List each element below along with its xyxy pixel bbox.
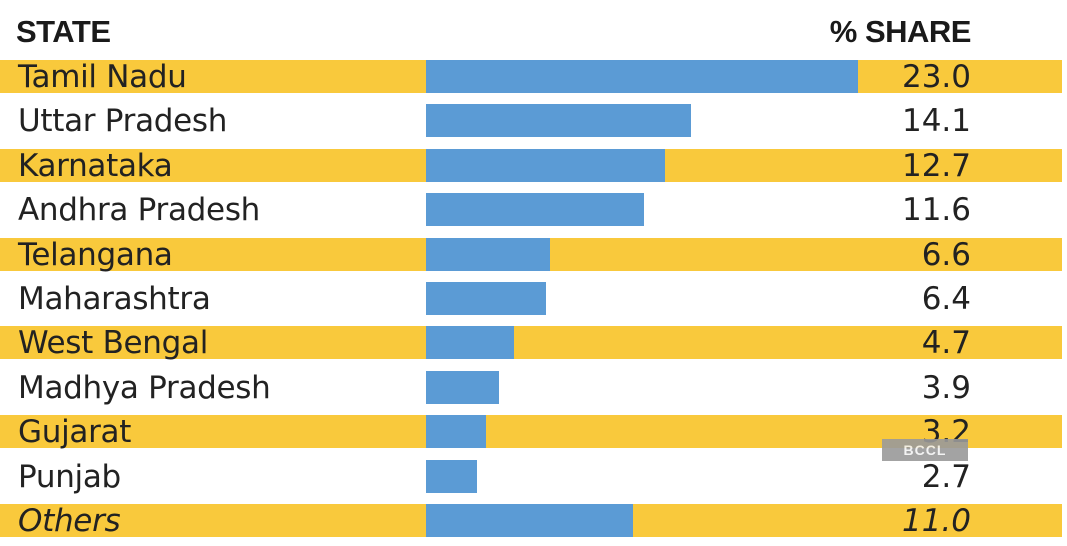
bar-punjab [426, 459, 477, 493]
state-label: Maharashtra [18, 280, 211, 317]
chart-row: Maharashtra 6.4 [0, 280, 1067, 324]
share-value-label: 11.0 [901, 502, 971, 539]
chart-row: Tamil Nadu 23.0 [0, 58, 1067, 102]
state-label: West Bengal [18, 325, 209, 362]
bccl-watermark: BCCL [882, 439, 968, 461]
bar-gujarat [426, 415, 486, 449]
bar-andhra-pradesh [426, 193, 644, 227]
share-value-label: 11.6 [901, 192, 971, 229]
chart-row: Punjab 2.7 [0, 458, 1067, 502]
bar-telangana [426, 237, 550, 271]
chart-row: Karnataka 12.7 [0, 147, 1067, 191]
share-value-label: 14.1 [901, 103, 971, 140]
share-value-label: 6.6 [921, 236, 971, 273]
row-band [0, 326, 1062, 360]
bar-others [426, 503, 633, 537]
chart-row: West Bengal 4.7 [0, 324, 1067, 368]
chart-row: Andhra Pradesh 11.6 [0, 191, 1067, 235]
bar-uttar-pradesh [426, 104, 691, 138]
bar-tamil-nadu [426, 60, 858, 93]
state-label: Tamil Nadu [18, 59, 187, 95]
state-column-header: STATE [16, 14, 111, 49]
state-label: Punjab [18, 458, 121, 495]
state-label: Gujarat [18, 414, 132, 451]
chart-row: Telangana 6.6 [0, 236, 1067, 280]
share-value-label: 4.7 [921, 325, 971, 362]
share-column-header: % SHARE [829, 14, 972, 49]
share-value-label: 23.0 [901, 59, 971, 95]
chart-row: Others 11.0 [0, 502, 1067, 546]
share-value-label: 3.9 [921, 369, 971, 406]
chart-row: Uttar Pradesh 14.1 [0, 102, 1067, 146]
bar-karnataka [426, 148, 665, 182]
state-label: Andhra Pradesh [18, 192, 261, 229]
share-value-label: 6.4 [921, 280, 971, 317]
bar-madhya-pradesh [426, 370, 499, 404]
share-value-label: 2.7 [921, 458, 971, 495]
state-label: Telangana [18, 236, 173, 273]
state-label: Others [18, 502, 121, 539]
bar-west-bengal [426, 326, 514, 360]
bar-maharashtra [426, 281, 546, 315]
state-label: Uttar Pradesh [18, 103, 228, 140]
state-label: Karnataka [18, 147, 173, 184]
chart-rows: Tamil Nadu 23.0 Uttar Pradesh 14.1 Karnataka… [0, 58, 1067, 546]
share-value-label: 12.7 [901, 147, 971, 184]
state-label: Madhya Pradesh [18, 369, 271, 406]
chart-row: Madhya Pradesh 3.9 [0, 369, 1067, 413]
